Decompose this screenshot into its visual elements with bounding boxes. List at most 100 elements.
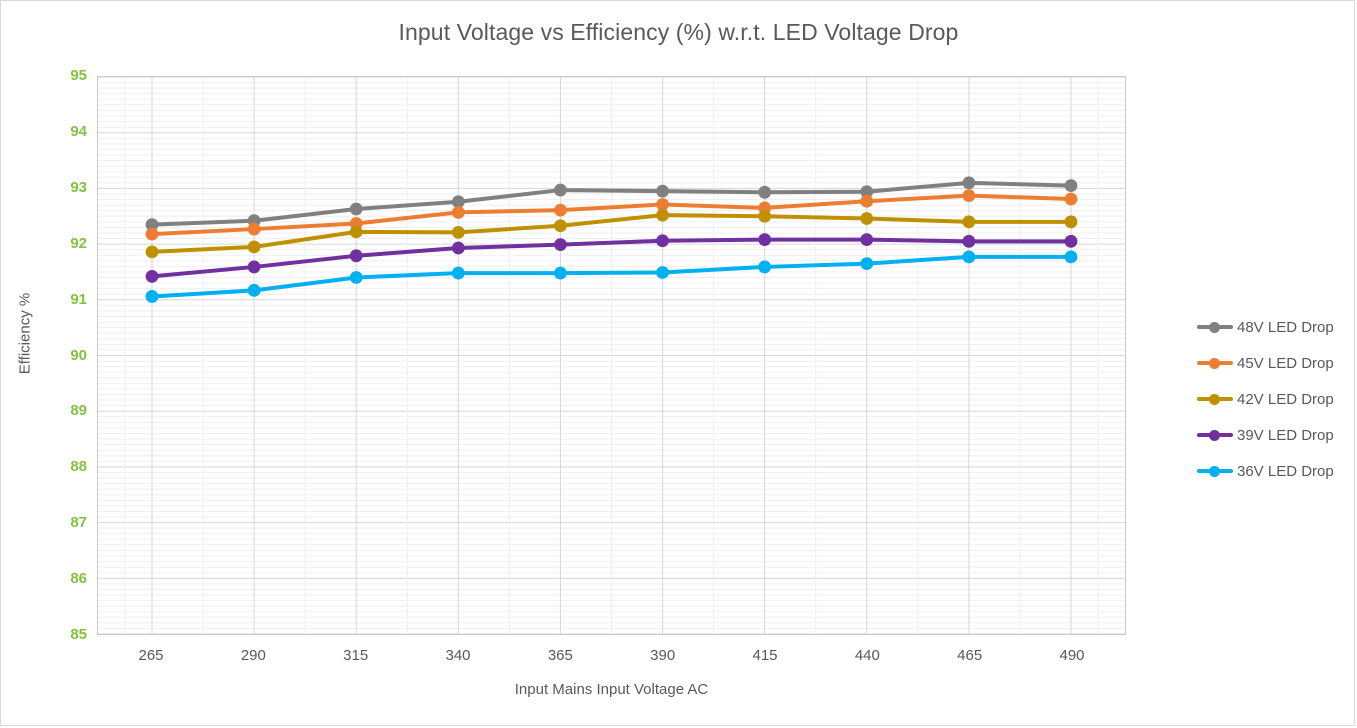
data-point-marker <box>349 271 363 284</box>
legend-label: 39V LED Drop <box>1237 426 1334 444</box>
data-point-marker <box>758 233 772 247</box>
data-point-marker <box>860 194 874 208</box>
y-axis-tick-87: 87 <box>70 514 87 532</box>
data-point-marker <box>554 183 567 197</box>
data-point-marker <box>1064 234 1078 248</box>
x-axis-tick-415: 415 <box>752 647 778 664</box>
data-point-marker <box>145 218 159 232</box>
data-point-marker <box>247 222 261 236</box>
data-point-marker <box>962 234 976 248</box>
data-point-marker <box>860 212 874 225</box>
data-point-marker <box>656 208 669 222</box>
data-point-marker <box>145 290 159 303</box>
data-point-marker <box>349 249 363 263</box>
legend-swatch-icon <box>1197 355 1233 371</box>
x-axis-tick-390: 390 <box>650 647 676 664</box>
x-axis-tick-490: 490 <box>1059 647 1085 664</box>
series-45v-led-drop <box>145 189 1078 241</box>
x-axis-tick-315: 315 <box>343 647 369 664</box>
legend-label: 48V LED Drop <box>1237 318 1334 336</box>
x-axis-tick-290: 290 <box>240 647 266 664</box>
series-39v-led-drop <box>145 233 1078 283</box>
data-point-marker <box>962 250 976 264</box>
x-axis-tick-465: 465 <box>957 647 983 664</box>
data-point-marker <box>145 270 159 283</box>
data-point-marker <box>1064 215 1078 229</box>
data-point-marker <box>554 238 567 252</box>
legend-item-39v-led-drop[interactable]: 39V LED Drop <box>1197 417 1352 453</box>
data-point-marker <box>1064 179 1078 193</box>
legend-swatch-icon <box>1197 319 1233 335</box>
data-point-marker <box>247 260 261 274</box>
data-point-marker <box>554 203 567 217</box>
series-line <box>152 257 1071 297</box>
x-axis-tick-340: 340 <box>445 647 471 664</box>
data-point-marker <box>860 257 874 270</box>
data-point-marker <box>145 227 159 241</box>
y-axis-tick-95: 95 <box>70 67 87 84</box>
y-axis-tick-90: 90 <box>70 346 87 364</box>
y-axis-tick-labels: 95 94 93 92 91 90 89 88 87 86 85 <box>9 68 87 642</box>
y-axis-tick-92: 92 <box>70 234 87 252</box>
series-36v-led-drop <box>145 250 1078 303</box>
series-line <box>152 196 1071 234</box>
y-axis-tick-91: 91 <box>70 290 87 308</box>
legend-label: 45V LED Drop <box>1237 354 1334 372</box>
data-point-marker <box>247 240 261 254</box>
y-axis-tick-93: 93 <box>70 178 87 196</box>
data-point-marker <box>656 184 669 198</box>
data-point-marker <box>247 283 261 297</box>
data-point-marker <box>860 185 874 199</box>
y-axis-tick-94: 94 <box>70 122 87 140</box>
series-line <box>152 183 1071 225</box>
x-axis-title: Input Mains Input Voltage AC <box>514 681 709 698</box>
data-point-marker <box>451 226 465 239</box>
y-axis-tick-86: 86 <box>70 570 87 588</box>
chart-legend: 48V LED Drop 45V LED Drop 42V LED Drop 39V … <box>1197 309 1352 489</box>
legend-item-36v-led-drop[interactable]: 36V LED Drop <box>1197 453 1352 489</box>
legend-label: 42V LED Drop <box>1237 390 1334 408</box>
x-axis-tick-labels: 265 290 315 340 365 390 415 440 465 490 <box>97 647 1126 671</box>
series-line <box>152 240 1071 277</box>
data-point-marker <box>1064 250 1078 264</box>
plot-area <box>97 76 1126 635</box>
data-point-marker <box>758 185 772 199</box>
legend-swatch-icon <box>1197 427 1233 443</box>
data-point-marker <box>451 195 465 209</box>
gridlines <box>98 77 1125 634</box>
y-axis-tick-89: 89 <box>70 402 87 420</box>
data-point-marker <box>962 215 976 229</box>
data-point-marker <box>758 209 772 223</box>
data-point-marker <box>962 189 976 203</box>
data-point-marker <box>349 225 363 239</box>
data-point-marker <box>145 245 159 259</box>
legend-item-48v-led-drop[interactable]: 48V LED Drop <box>1197 309 1352 345</box>
x-axis-tick-265: 265 <box>138 647 164 664</box>
y-axis-tick-85: 85 <box>70 626 87 643</box>
data-point-marker <box>349 202 363 216</box>
data-point-marker <box>451 266 465 280</box>
series-lines <box>145 176 1078 303</box>
data-point-marker <box>451 205 465 219</box>
legend-swatch-icon <box>1197 391 1233 407</box>
legend-label: 36V LED Drop <box>1237 462 1334 480</box>
x-axis-tick-365: 365 <box>547 647 573 664</box>
legend-item-45v-led-drop[interactable]: 45V LED Drop <box>1197 345 1352 381</box>
data-point-marker <box>860 233 874 247</box>
legend-swatch-icon <box>1197 463 1233 479</box>
x-axis-tick-440: 440 <box>854 647 880 664</box>
data-point-marker <box>1064 192 1078 206</box>
data-point-marker <box>656 234 669 248</box>
data-point-marker <box>656 198 669 211</box>
data-point-marker <box>554 219 567 233</box>
data-point-marker <box>554 266 567 280</box>
chart-title: Input Voltage vs Efficiency (%) w.r.t. L… <box>398 19 959 45</box>
series-line <box>152 215 1071 252</box>
legend-item-42v-led-drop[interactable]: 42V LED Drop <box>1197 381 1352 417</box>
series-48v-led-drop <box>145 176 1078 232</box>
series-42v-led-drop <box>145 208 1078 259</box>
data-point-marker <box>962 176 976 190</box>
y-axis-tick-88: 88 <box>70 458 87 476</box>
data-point-marker <box>656 266 669 279</box>
